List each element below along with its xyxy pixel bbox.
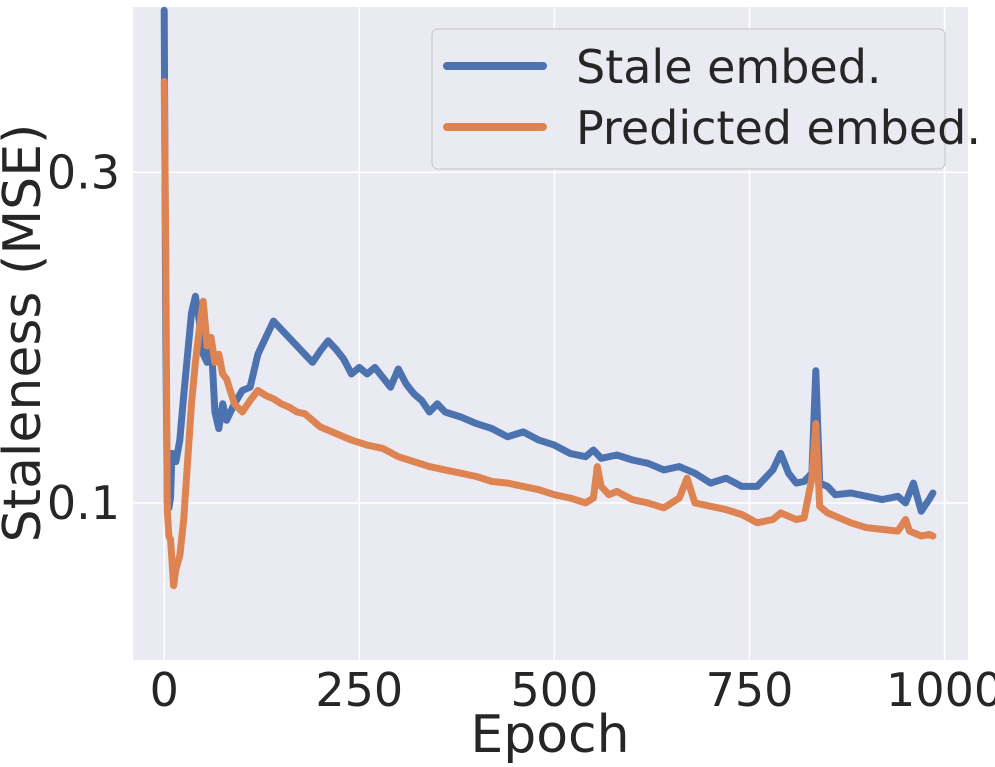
x-tick-label: 500 — [510, 663, 598, 717]
x-tick-label: 0 — [150, 663, 179, 717]
x-tick-label: 1000 — [886, 663, 995, 717]
x-tick-label: 250 — [315, 663, 403, 717]
y-tick-labels: 0.1 0.3 — [47, 145, 120, 530]
legend-frame — [431, 28, 946, 170]
x-tick-labels: 0 250 500 750 1000 — [150, 663, 995, 717]
y-axis-label: Staleness (MSE) — [0, 124, 53, 543]
x-axis-label: Epoch — [470, 705, 629, 765]
legend-label-stale: Stale embed. — [576, 40, 882, 94]
series-lines — [160, 6, 937, 590]
legend-label-predicted: Predicted embed. — [576, 101, 981, 155]
series-line-stale — [160, 6, 937, 515]
x-tick-label: 750 — [706, 663, 794, 717]
y-tick-label: 0.3 — [47, 145, 120, 199]
series-line-predicted — [160, 77, 937, 590]
y-tick-label: 0.1 — [47, 476, 120, 530]
legend: Stale embed. Predicted embed. — [431, 28, 981, 170]
